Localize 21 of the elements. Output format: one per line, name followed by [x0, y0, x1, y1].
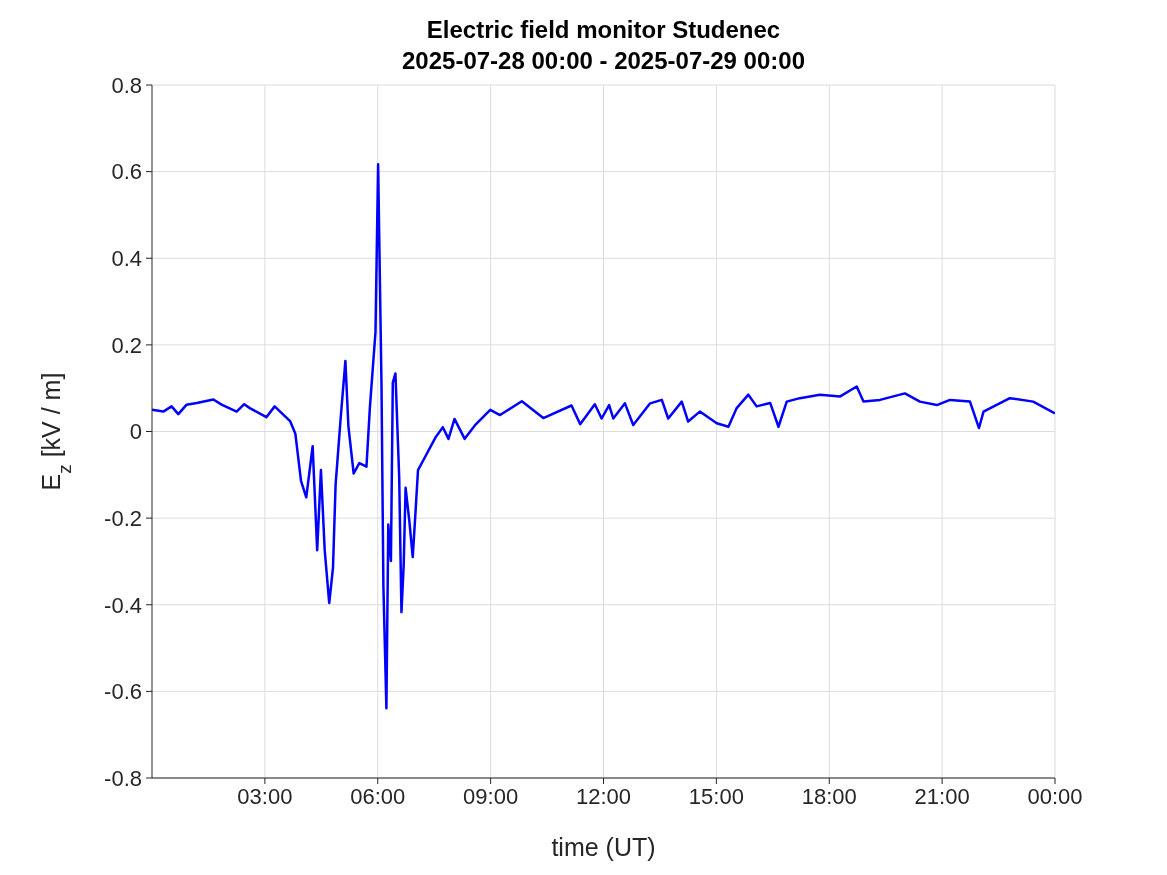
y-tick-label: -0.2 — [104, 505, 142, 531]
x-tick-label: 06:00 — [350, 783, 406, 809]
y-tick-label: 0.8 — [111, 72, 142, 98]
y-tick-label: 0 — [129, 419, 142, 445]
x-tick-label: 12:00 — [575, 783, 632, 809]
y-tick-label: 0.6 — [111, 159, 142, 185]
chart-subtitle: 2025-07-28 00:00 - 2025-07-29 00:00 — [401, 46, 806, 76]
x-tick-label: 09:00 — [463, 783, 519, 809]
y-tick-label: -0.6 — [104, 679, 142, 705]
x-axis-title: time (UT) — [551, 833, 656, 861]
x-tick-label: 03:00 — [237, 783, 293, 809]
y-tick-label: -0.8 — [104, 765, 142, 791]
x-tick-label: 18:00 — [801, 783, 857, 809]
x-tick-label: 00:00 — [1027, 783, 1083, 809]
line-series — [152, 163, 1055, 710]
chart-title: Electric field monitor Studenec — [425, 15, 782, 45]
y-tick-label: 0.4 — [111, 246, 142, 272]
y-tick-label: -0.4 — [104, 592, 142, 618]
x-tick-label: 21:00 — [914, 783, 970, 809]
y-tick-label: 0.2 — [111, 332, 142, 358]
x-tick-label: 15:00 — [688, 783, 744, 809]
